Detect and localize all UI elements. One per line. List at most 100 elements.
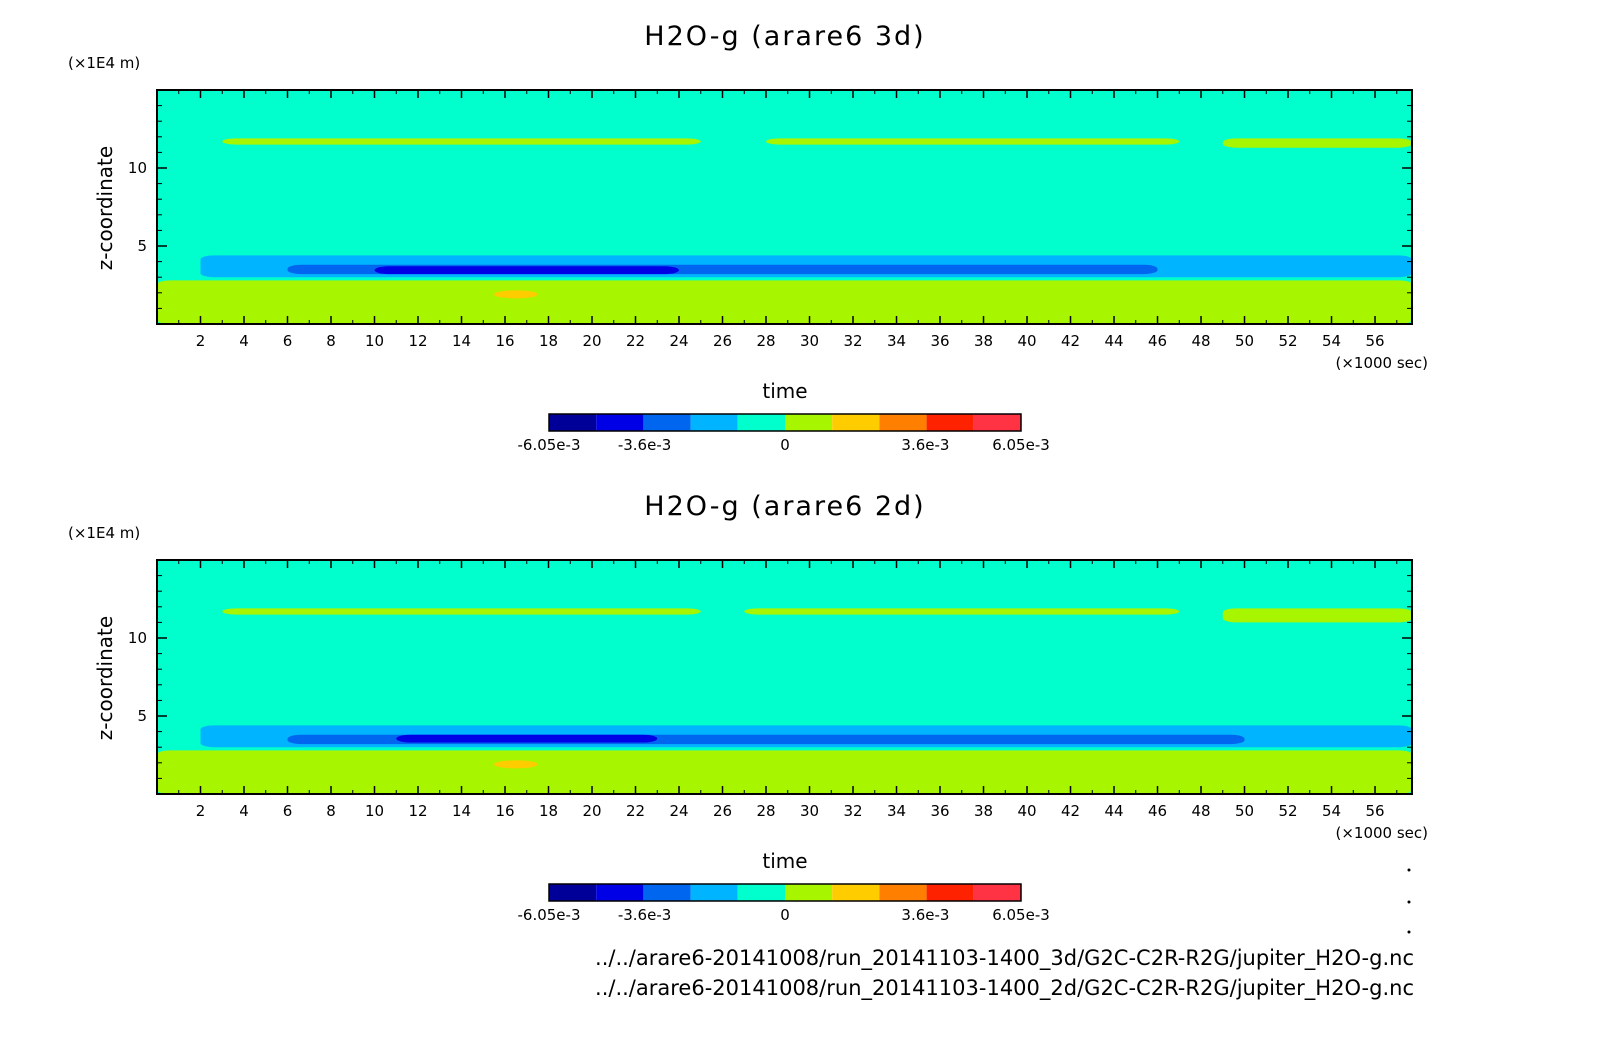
colorbar-cell xyxy=(690,884,738,901)
x-tick-label: 10 xyxy=(365,332,384,350)
x-tick-label: 48 xyxy=(1191,332,1210,350)
colorbar-cell xyxy=(973,414,1021,431)
x-axis-label: time xyxy=(762,379,807,403)
contour-fill xyxy=(157,608,1412,794)
x-tick-label: 48 xyxy=(1191,802,1210,820)
x-tick-label: 50 xyxy=(1235,332,1254,350)
x-tick-label: 4 xyxy=(239,802,249,820)
x-tick-label: 54 xyxy=(1322,802,1341,820)
contour-region-5 xyxy=(766,138,1180,145)
x-tick-label: 50 xyxy=(1235,802,1254,820)
x-tick-label: 8 xyxy=(326,802,336,820)
colorbar-label: 6.05e-3 xyxy=(992,906,1050,924)
x-unit-label: (×1000 sec) xyxy=(1335,824,1428,842)
colorbar-label: 3.6e-3 xyxy=(901,906,949,924)
x-tick-label: 24 xyxy=(669,332,688,350)
x-tick-label: 28 xyxy=(756,332,775,350)
y-tick-label: 5 xyxy=(137,707,147,725)
colorbar-cell xyxy=(926,884,974,901)
marker-dot xyxy=(1407,930,1411,934)
contour-region-0 xyxy=(157,280,1412,324)
x-tick-label: 38 xyxy=(974,802,993,820)
y-axis-label: z-coordinate xyxy=(93,146,117,270)
colorbar-cell xyxy=(596,884,644,901)
x-tick-label: 54 xyxy=(1322,332,1341,350)
x-tick-label: 4 xyxy=(239,332,249,350)
x-tick-label: 52 xyxy=(1278,802,1297,820)
x-tick-label: 10 xyxy=(365,802,384,820)
plot-frame xyxy=(156,559,1413,795)
colorbar-label: 3.6e-3 xyxy=(901,436,949,454)
x-tick-label: 34 xyxy=(887,332,906,350)
x-tick-label: 24 xyxy=(669,802,688,820)
colorbar-cell xyxy=(596,414,644,431)
x-tick-label: 14 xyxy=(452,332,471,350)
x-tick-label: 28 xyxy=(756,802,775,820)
x-axis-label: time xyxy=(762,849,807,873)
x-tick-label: 20 xyxy=(582,332,601,350)
x-tick-label: 18 xyxy=(539,332,558,350)
colorbar-cell xyxy=(690,414,738,431)
marker-dot xyxy=(1407,868,1411,872)
contour-region-5 xyxy=(744,608,1180,615)
warm-patch xyxy=(493,290,538,299)
x-tick-label: 46 xyxy=(1148,332,1167,350)
colorbar-cell xyxy=(832,414,880,431)
x-tick-label: 20 xyxy=(582,802,601,820)
x-tick-label: 42 xyxy=(1061,332,1080,350)
x-tick-label: 6 xyxy=(283,332,293,350)
x-tick-label: 30 xyxy=(800,802,819,820)
x-tick-label: 2 xyxy=(196,802,206,820)
x-tick-label: 46 xyxy=(1148,802,1167,820)
x-tick-label: 56 xyxy=(1365,332,1384,350)
contour-fill xyxy=(157,138,1412,324)
colorbar-cell xyxy=(879,884,927,901)
colorbar-cell xyxy=(926,414,974,431)
y-axis-label: z-coordinate xyxy=(93,616,117,740)
x-tick-label: 8 xyxy=(326,332,336,350)
marker-dot xyxy=(1407,900,1411,904)
colorbar-label: -3.6e-3 xyxy=(618,436,671,454)
contour-region-3 xyxy=(396,734,658,743)
y-tick-label: 5 xyxy=(137,237,147,255)
x-tick-label: 36 xyxy=(930,332,949,350)
x-tick-label: 56 xyxy=(1365,802,1384,820)
x-tick-label: 12 xyxy=(408,332,427,350)
x-tick-label: 2 xyxy=(196,332,206,350)
x-tick-label: 22 xyxy=(626,802,645,820)
plot-frame xyxy=(156,89,1413,325)
x-tick-label: 6 xyxy=(283,802,293,820)
contour-region-6 xyxy=(1222,138,1412,148)
colorbar-cell xyxy=(832,884,880,901)
x-tick-label: 40 xyxy=(1017,802,1036,820)
colorbar-label: 0 xyxy=(780,436,790,454)
y-tick-label: 10 xyxy=(128,159,147,177)
file-path-3d: ../../arare6-20141008/run_20141103-1400_… xyxy=(595,946,1414,970)
colorbar-cell xyxy=(737,884,785,901)
x-tick-label: 36 xyxy=(930,802,949,820)
colorbar-frame xyxy=(548,883,1022,902)
colorbar-cell xyxy=(879,414,927,431)
colorbar-label: 6.05e-3 xyxy=(992,436,1050,454)
contour-region-3 xyxy=(374,266,680,275)
contour-region-0 xyxy=(157,750,1412,794)
colorbar-cell xyxy=(973,884,1021,901)
x-tick-label: 12 xyxy=(408,802,427,820)
colorbar-cell xyxy=(785,414,833,431)
x-tick-label: 40 xyxy=(1017,332,1036,350)
colorbar-cell xyxy=(643,414,691,431)
chart-title: H2O-g (arare6 2d) xyxy=(644,491,925,522)
x-tick-label: 16 xyxy=(495,332,514,350)
x-tick-label: 30 xyxy=(800,332,819,350)
y-unit-label: (×1E4 m) xyxy=(68,54,140,72)
colorbar-cell xyxy=(643,884,691,901)
x-tick-label: 44 xyxy=(1104,802,1123,820)
colorbar-cell xyxy=(549,884,597,901)
x-tick-label: 26 xyxy=(713,802,732,820)
colorbar-frame xyxy=(548,413,1022,432)
colorbar-label: -3.6e-3 xyxy=(618,906,671,924)
colorbar-cell xyxy=(549,414,597,431)
x-tick-label: 32 xyxy=(843,332,862,350)
x-tick-label: 44 xyxy=(1104,332,1123,350)
